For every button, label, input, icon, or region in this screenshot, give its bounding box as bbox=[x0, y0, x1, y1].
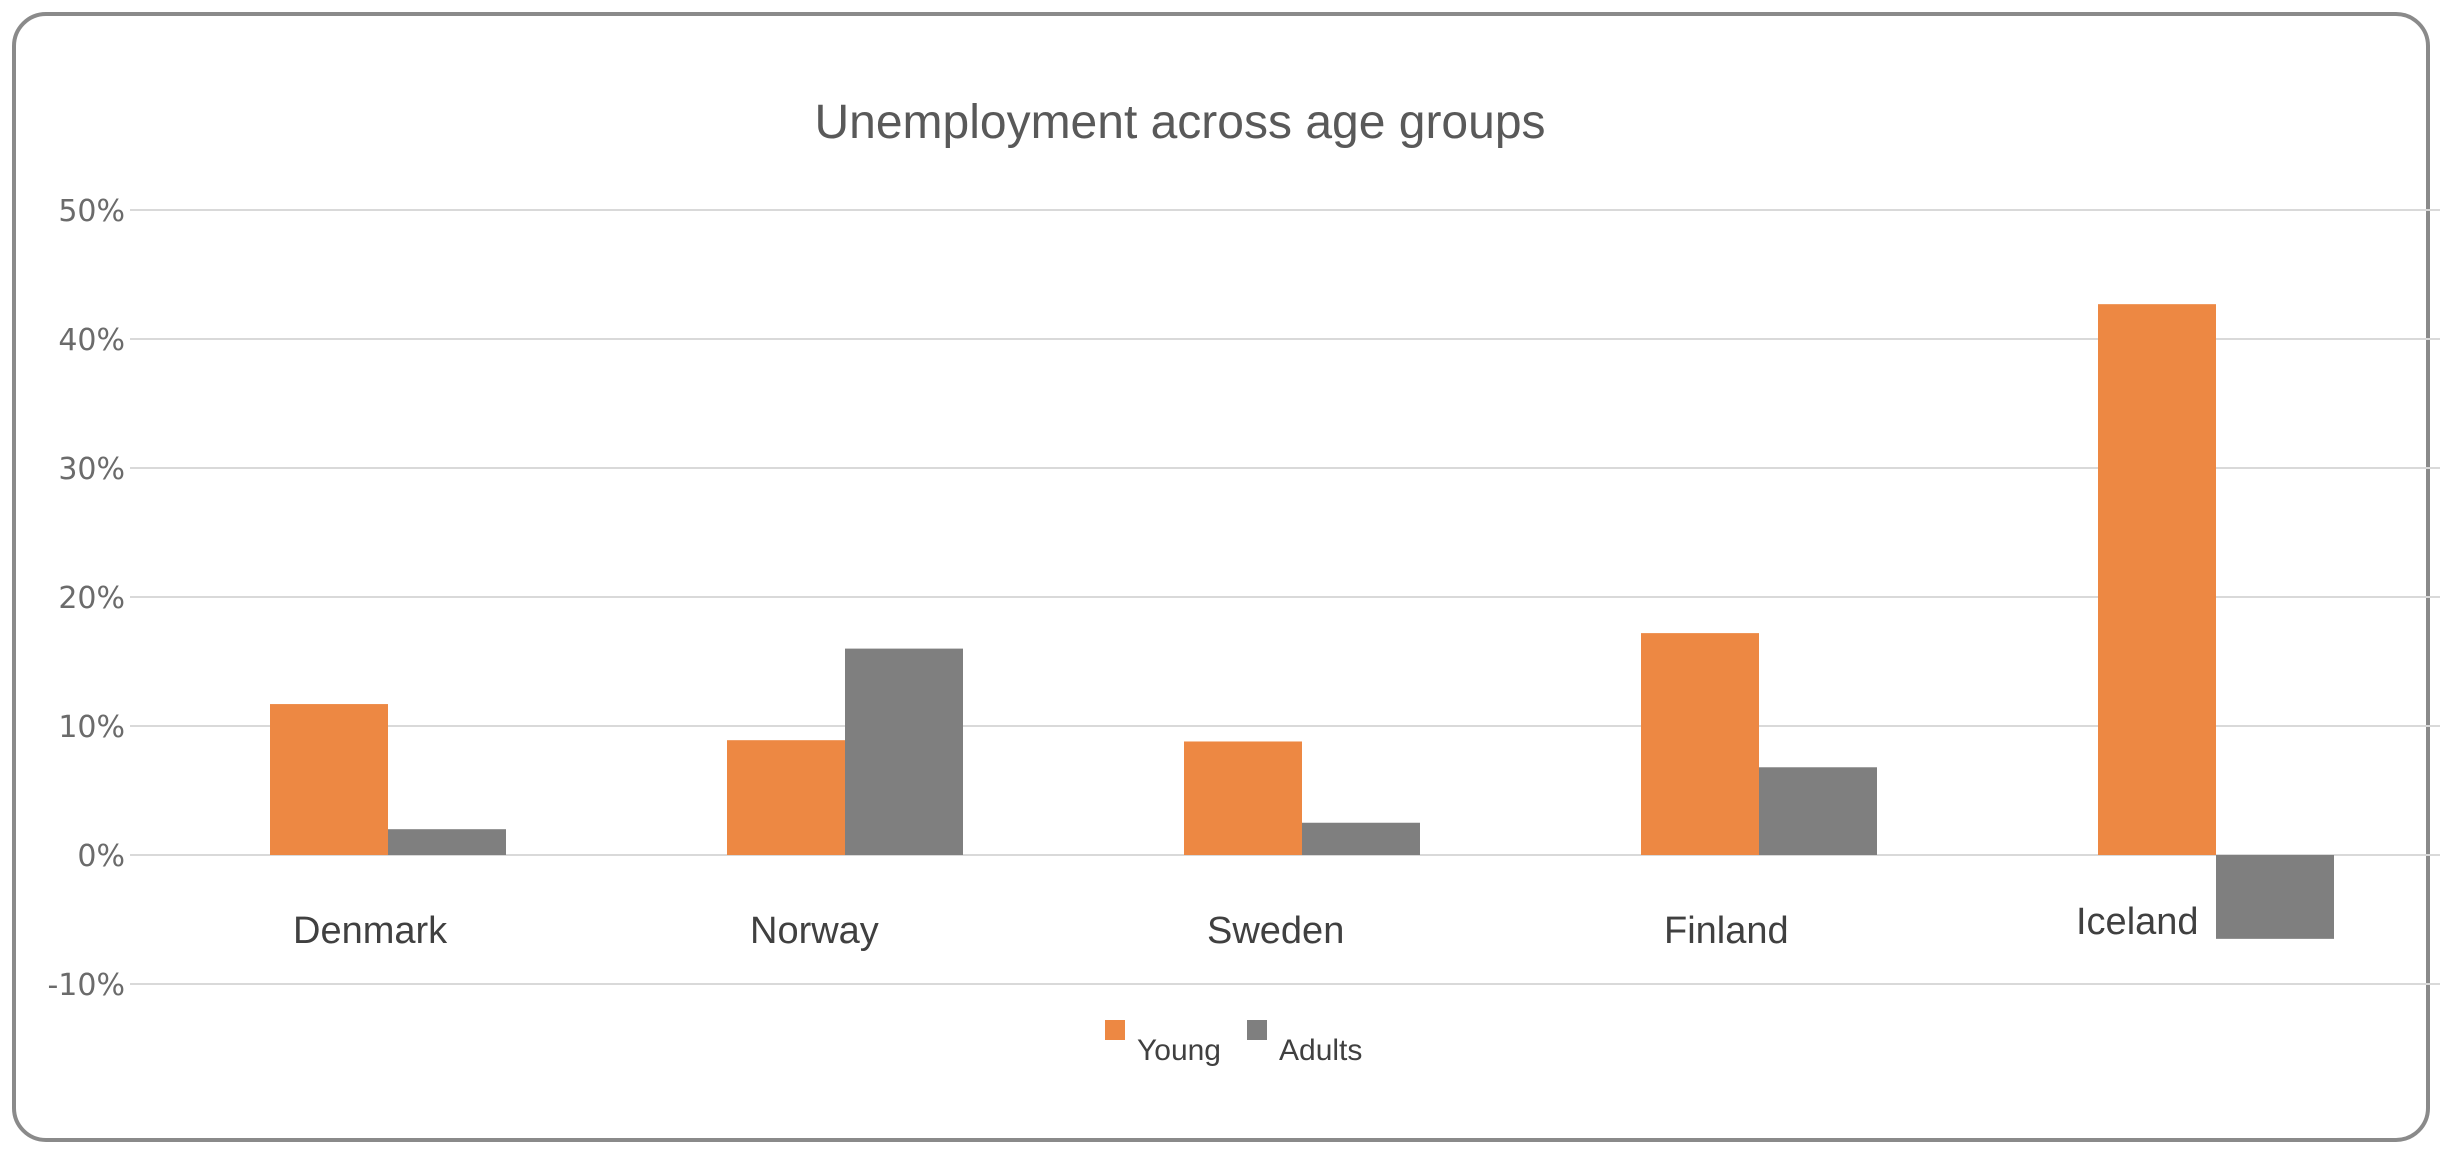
bar-young-denmark bbox=[270, 704, 388, 855]
bar-young-finland bbox=[1641, 633, 1759, 855]
bar-adults-finland bbox=[1759, 767, 1877, 855]
y-tick-label: -10% bbox=[47, 968, 125, 1003]
bar-adults-sweden bbox=[1302, 822, 1420, 855]
y-tick-label: 30% bbox=[58, 452, 125, 487]
category-label: Norway bbox=[750, 910, 879, 952]
legend-item-adults: Adults bbox=[1247, 1018, 1362, 1068]
bar-adults-norway bbox=[845, 648, 963, 855]
legend-swatch-adults bbox=[1247, 1020, 1267, 1040]
category-label: Iceland bbox=[2076, 901, 2199, 943]
legend-item-young: Young bbox=[1105, 1018, 1221, 1068]
bar-adults-denmark bbox=[388, 829, 506, 855]
y-tick-label: 20% bbox=[58, 581, 125, 616]
legend-swatch-young bbox=[1105, 1020, 1125, 1040]
category-label: Finland bbox=[1664, 910, 1789, 952]
bar-young-iceland bbox=[2098, 304, 2216, 855]
legend-label-adults: Adults bbox=[1279, 1034, 1363, 1067]
category-label: Denmark bbox=[293, 910, 448, 952]
chart-frame bbox=[12, 12, 2430, 1142]
y-tick-label: 50% bbox=[58, 194, 125, 229]
y-tick-label: 10% bbox=[58, 710, 125, 745]
y-tick-label: 40% bbox=[58, 323, 125, 358]
y-tick-label: 0% bbox=[77, 839, 125, 874]
bar-young-sweden bbox=[1184, 741, 1302, 855]
chart-title: Unemployment across age groups bbox=[814, 96, 1546, 149]
legend-label-young: Young bbox=[1137, 1034, 1221, 1067]
category-label: Sweden bbox=[1207, 910, 1344, 952]
legend: Young Adults bbox=[1105, 1018, 1388, 1068]
bar-young-norway bbox=[727, 740, 845, 855]
bar-adults-iceland bbox=[2216, 855, 2334, 939]
